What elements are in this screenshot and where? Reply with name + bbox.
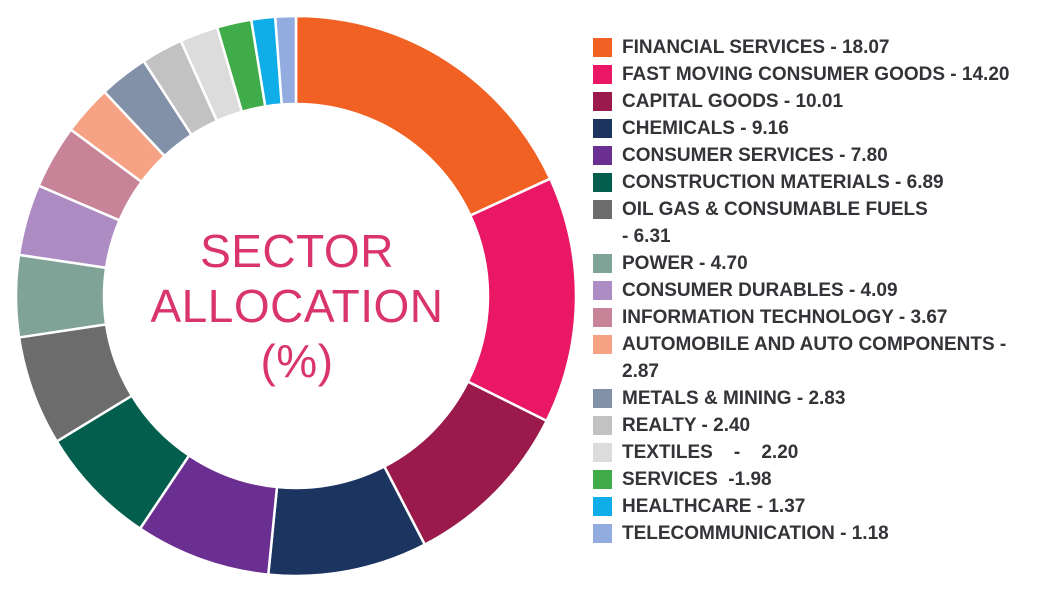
legend-swatch — [593, 146, 612, 165]
legend-label: POWER - 4.70 — [622, 253, 748, 274]
legend-label: CAPITAL GOODS - 10.01 — [622, 91, 844, 112]
legend-label: FINANCIAL SERVICES - 18.07 — [622, 37, 890, 58]
legend-item: FAST MOVING CONSUMER GOODS - 14.20 — [593, 61, 1043, 88]
legend-swatch — [593, 416, 612, 435]
legend-label: TEXTILES - 2.20 — [622, 442, 799, 463]
legend-item: INFORMATION TECHNOLOGY - 3.67 — [593, 304, 1043, 331]
legend-label: TELECOMMUNICATION - 1.18 — [622, 523, 889, 544]
legend-label: OIL GAS & CONSUMABLE FUELS - 6.31 — [622, 199, 928, 247]
legend-swatch — [593, 524, 612, 543]
chart-legend: FINANCIAL SERVICES - 18.07 FAST MOVING CO… — [593, 34, 1043, 547]
legend-label: CHEMICALS - 9.16 — [622, 118, 789, 139]
legend-swatch — [593, 38, 612, 57]
legend-swatch — [593, 200, 612, 219]
legend-item: CHEMICALS - 9.16 — [593, 115, 1043, 142]
sector-donut-chart — [14, 14, 578, 578]
legend-label: HEALTHCARE - 1.37 — [622, 496, 806, 517]
donut-slice — [466, 177, 578, 423]
legend-swatch — [593, 497, 612, 516]
legend-label: CONSUMER SERVICES - 7.80 — [622, 145, 888, 166]
legend-label: FAST MOVING CONSUMER GOODS - 14.20 — [622, 64, 1010, 85]
donut-slice — [14, 253, 108, 339]
legend-swatch — [593, 92, 612, 111]
legend-swatch — [593, 254, 612, 273]
legend-item: TEXTILES - 2.20 — [593, 439, 1043, 466]
legend-label: REALTY - 2.40 — [622, 415, 751, 436]
chart-center-title: SECTOR ALLOCATION (%) — [117, 224, 477, 389]
legend-item: REALTY - 2.40 — [593, 412, 1043, 439]
legend-item: CONSUMER SERVICES - 7.80 — [593, 142, 1043, 169]
legend-item: POWER - 4.70 — [593, 250, 1043, 277]
legend-swatch — [593, 470, 612, 489]
legend-label: CONSTRUCTION MATERIALS - 6.89 — [622, 172, 944, 193]
legend-item: OIL GAS & CONSUMABLE FUELS - 6.31 — [593, 196, 1043, 250]
legend-item: CAPITAL GOODS - 10.01 — [593, 88, 1043, 115]
legend-swatch — [593, 281, 612, 300]
legend-swatch — [593, 119, 612, 138]
legend-swatch — [593, 173, 612, 192]
legend-label: CONSUMER DURABLES - 4.09 — [622, 280, 898, 301]
legend-item: CONSUMER DURABLES - 4.09 — [593, 277, 1043, 304]
legend-item: TELECOMMUNICATION - 1.18 — [593, 520, 1043, 547]
legend-item: METALS & MINING - 2.83 — [593, 385, 1043, 412]
legend-swatch — [593, 389, 612, 408]
donut-slice — [273, 14, 298, 106]
legend-swatch — [593, 308, 612, 327]
center-title-line-2: ALLOCATION — [150, 280, 444, 332]
legend-item: SERVICES -1.98 — [593, 466, 1043, 493]
donut-slice — [294, 14, 552, 217]
legend-item: HEALTHCARE - 1.37 — [593, 493, 1043, 520]
legend-label: SERVICES -1.98 — [622, 469, 772, 490]
legend-item: CONSTRUCTION MATERIALS - 6.89 — [593, 169, 1043, 196]
legend-label: INFORMATION TECHNOLOGY - 3.67 — [622, 307, 948, 328]
legend-label: AUTOMOBILE AND AUTO COMPONENTS - 2.87 — [622, 334, 1007, 382]
legend-label: METALS & MINING - 2.83 — [622, 388, 846, 409]
legend-item: AUTOMOBILE AND AUTO COMPONENTS - 2.87 — [593, 331, 1043, 385]
legend-item: FINANCIAL SERVICES - 18.07 — [593, 34, 1043, 61]
legend-swatch — [593, 443, 612, 462]
center-title-line-3: (%) — [260, 335, 334, 387]
legend-swatch — [593, 335, 612, 354]
center-title-line-1: SECTOR — [200, 225, 394, 277]
legend-swatch — [593, 65, 612, 84]
